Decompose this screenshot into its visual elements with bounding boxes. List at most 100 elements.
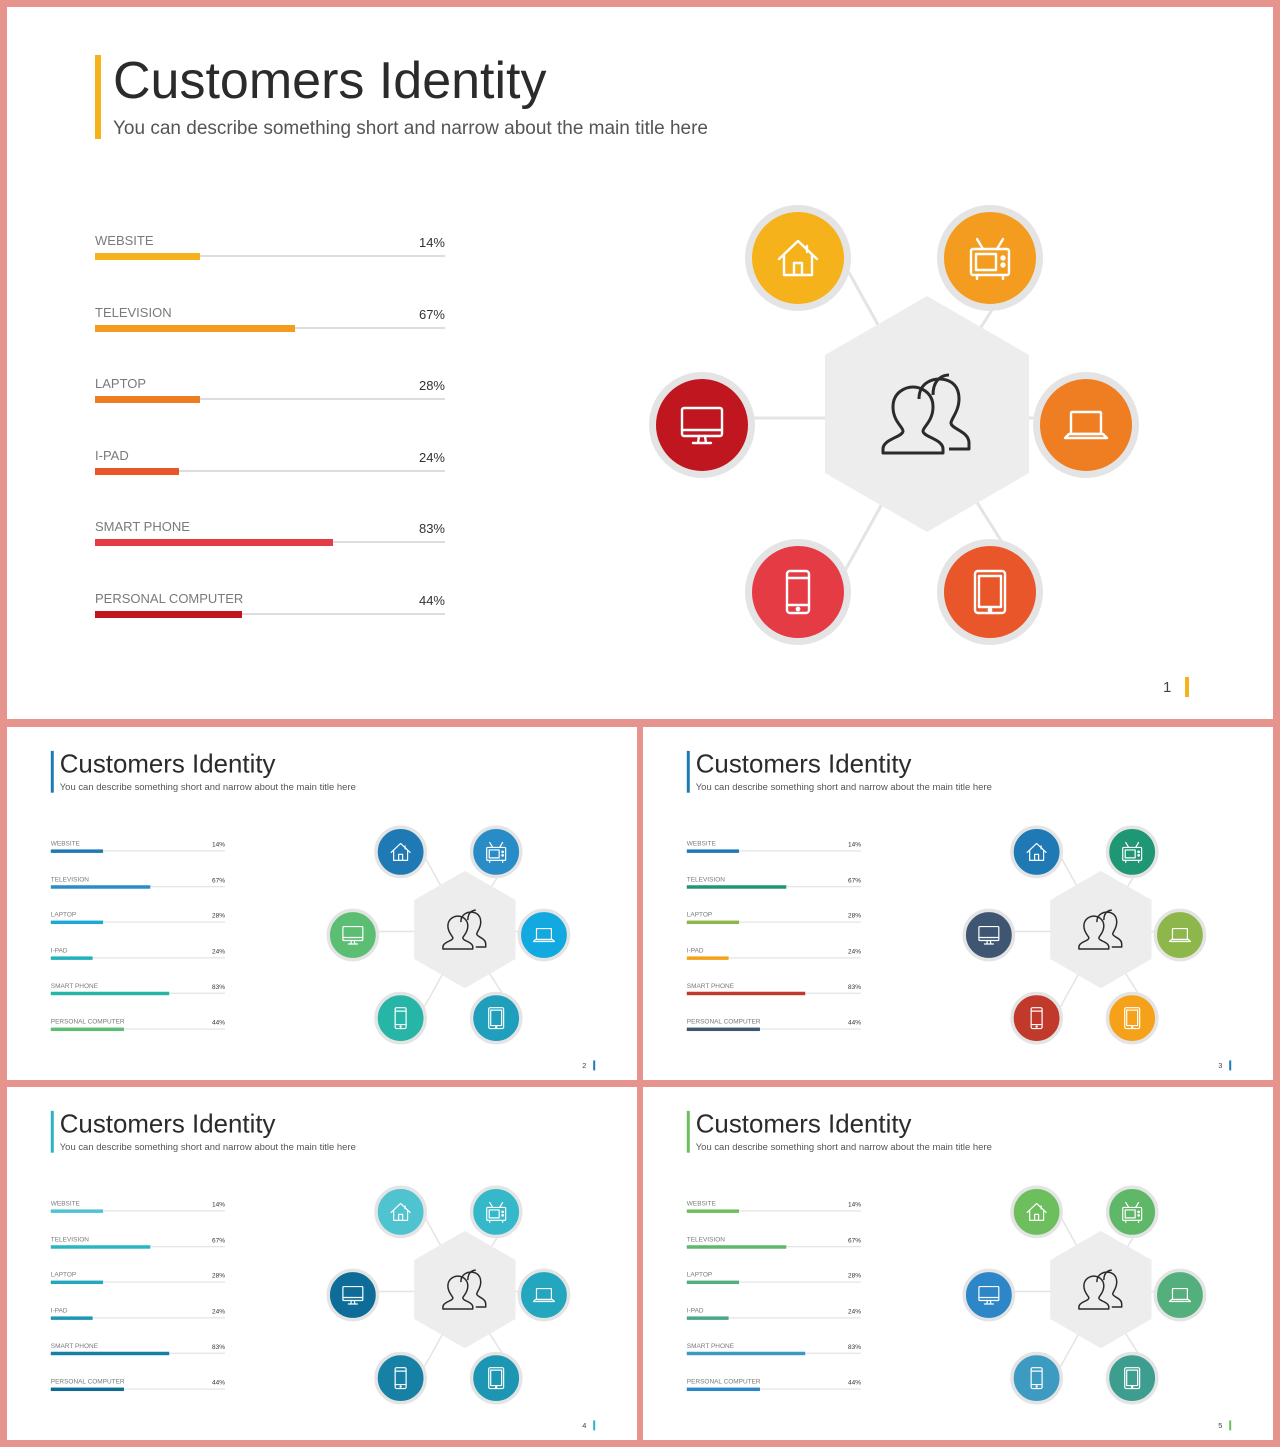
stat-value: 14% (212, 840, 225, 848)
stat-fill (686, 1245, 787, 1249)
stat-value: 14% (848, 1200, 861, 1208)
node-monitor (962, 1268, 1016, 1322)
stat-fill (686, 920, 740, 925)
stat-row: LAPTOP 28% (95, 376, 445, 412)
stat-value: 24% (212, 1307, 225, 1315)
stat-fill (686, 956, 729, 960)
stat-row: PERSONAL COMPUTER 44% (50, 1018, 225, 1036)
stat-track (50, 956, 225, 960)
slide-2[interactable]: Customers Identity You can describe some… (7, 727, 637, 1080)
users-group-icon (881, 373, 971, 455)
node-tablet (1105, 1351, 1159, 1405)
stat-fill (686, 1027, 760, 1032)
stat-track (686, 991, 861, 996)
stat-label: LAPTOP (95, 376, 147, 391)
tv-icon (969, 237, 1011, 281)
stat-track (686, 1209, 861, 1213)
slide-5[interactable]: Customers Identity You can describe some… (643, 1087, 1273, 1440)
stat-value: 24% (848, 1307, 861, 1315)
stat-value: 24% (848, 947, 861, 955)
node-smartphone (745, 539, 851, 645)
slide-subtitle: You can describe something short and nar… (59, 1142, 356, 1153)
stat-track (686, 1027, 861, 1032)
stat-fill (50, 1316, 93, 1320)
stat-track (50, 885, 225, 889)
stat-label: I-PAD (95, 448, 129, 463)
stat-label: I-PAD (686, 946, 704, 954)
stat-row: SMART PHONE 83% (50, 981, 225, 1000)
stat-fill (686, 1351, 806, 1356)
node-laptop (1153, 1268, 1207, 1322)
stat-value: 44% (848, 1018, 861, 1027)
stat-track (50, 1027, 225, 1032)
stat-fill (50, 885, 151, 889)
stat-track (50, 1245, 225, 1249)
page-number: 5 (1218, 1421, 1223, 1430)
page-accent-bar (1185, 677, 1189, 697)
title-accent-bar (686, 750, 690, 793)
stat-label: WEBSITE (50, 1199, 80, 1207)
stat-row: SMART PHONE 83% (95, 519, 445, 555)
stat-value: 28% (848, 1271, 861, 1280)
node-home (745, 205, 851, 311)
stat-label: TELEVISION (95, 305, 172, 320)
center-hexagon (825, 296, 1029, 532)
smartphone-icon (1030, 1007, 1043, 1030)
stat-value: 83% (848, 1342, 861, 1351)
node-monitor (326, 1268, 380, 1322)
slide-4[interactable]: Customers Identity You can describe some… (7, 1087, 637, 1440)
node-smartphone (1010, 1351, 1063, 1405)
stat-label: I-PAD (50, 1306, 68, 1314)
slide-content: Customers Identity You can describe some… (7, 7, 1273, 719)
title-accent-bar (50, 750, 54, 793)
stat-label: SMART PHONE (686, 981, 735, 990)
stat-value: 28% (848, 911, 861, 920)
stat-label: WEBSITE (50, 839, 80, 847)
stat-fill (50, 1387, 124, 1392)
page-accent-bar (1229, 1420, 1232, 1431)
page-number: 4 (582, 1421, 587, 1430)
stat-track (686, 1316, 861, 1320)
node-smartphone (1010, 991, 1063, 1045)
slide-title: Customers Identity (695, 749, 912, 779)
node-tv (1105, 1185, 1159, 1239)
stat-label: TELEVISION (686, 875, 725, 883)
stat-fill (95, 396, 200, 403)
stat-value: 83% (418, 521, 445, 536)
stat-label: LAPTOP (50, 1270, 77, 1279)
stat-label: I-PAD (50, 946, 68, 954)
slide-title: Customers Identity (59, 1109, 276, 1139)
stat-label: PERSONAL COMPUTER (50, 1377, 125, 1386)
node-home (374, 1185, 427, 1239)
stat-track (95, 325, 445, 332)
stat-row: I-PAD 24% (95, 448, 445, 484)
stat-fill (686, 1209, 740, 1213)
monitor-icon (978, 925, 1000, 945)
stat-track (50, 1316, 225, 1320)
stat-row: TELEVISION 67% (686, 875, 861, 893)
slide-1[interactable]: Customers Identity You can describe some… (7, 7, 1273, 719)
node-tv (1105, 825, 1159, 879)
stat-row: WEBSITE 14% (686, 1199, 861, 1217)
monitor-icon (342, 1285, 364, 1305)
stat-label: SMART PHONE (95, 519, 190, 534)
slide-subtitle: You can describe something short and nar… (59, 782, 356, 793)
stat-fill (686, 991, 806, 996)
customer-diagram (326, 1175, 589, 1405)
node-laptop (517, 908, 571, 962)
stat-row: I-PAD 24% (50, 946, 225, 964)
stat-value: 67% (418, 307, 445, 322)
stat-row: LAPTOP 28% (686, 911, 861, 929)
laptop-icon (1168, 927, 1191, 943)
stat-label: SMART PHONE (50, 981, 99, 990)
stat-fill (95, 611, 242, 618)
customer-diagram (326, 815, 589, 1045)
page-number: 2 (582, 1061, 587, 1070)
home-icon (1026, 842, 1047, 861)
stat-track (686, 956, 861, 960)
stat-label: PERSONAL COMPUTER (686, 1017, 761, 1026)
stat-label: PERSONAL COMPUTER (686, 1377, 761, 1386)
stat-label: SMART PHONE (686, 1341, 735, 1350)
stat-fill (50, 991, 170, 996)
slide-3[interactable]: Customers Identity You can describe some… (643, 727, 1273, 1080)
